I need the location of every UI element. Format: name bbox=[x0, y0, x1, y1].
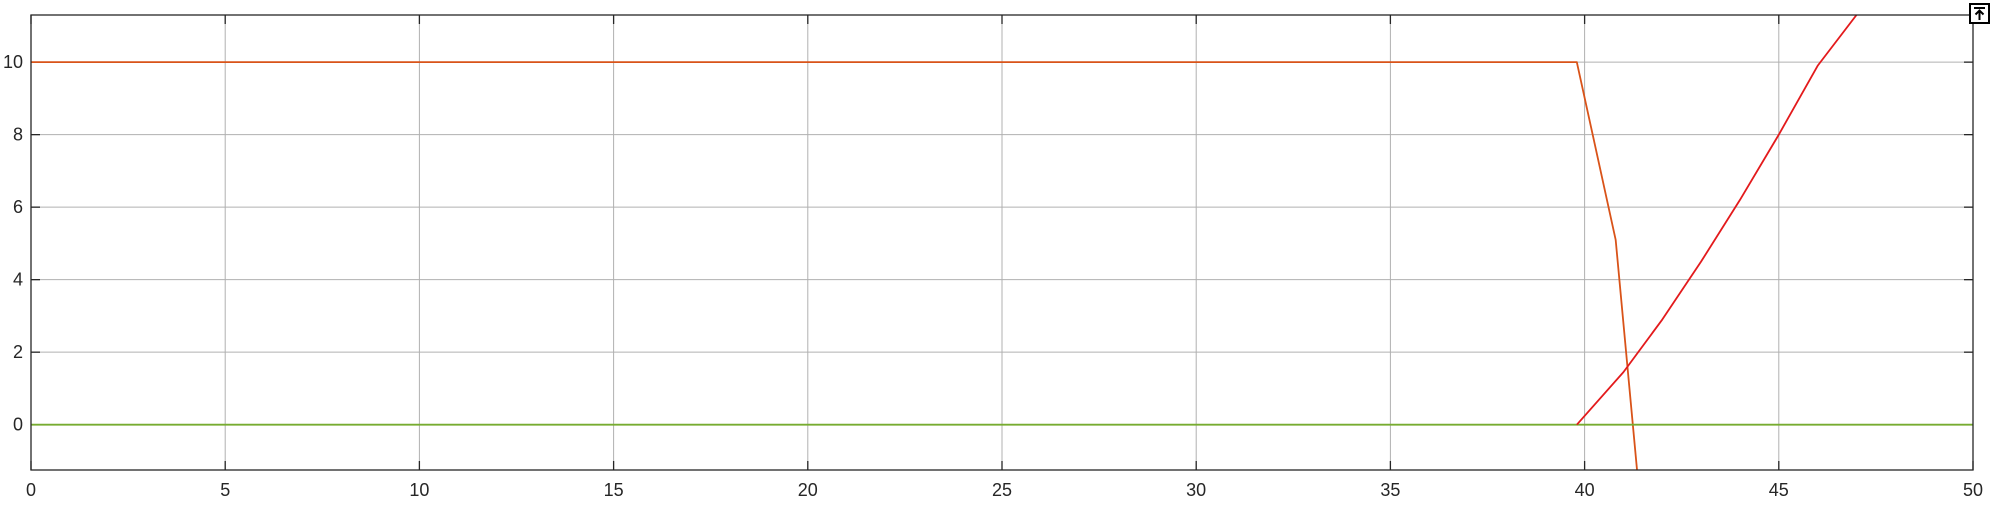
x-tick-label: 10 bbox=[409, 480, 429, 500]
y-tick-label: 0 bbox=[13, 415, 23, 435]
y-tick-label: 4 bbox=[13, 270, 23, 290]
plot-area-frame bbox=[30, 14, 1974, 471]
export-button[interactable] bbox=[1969, 3, 1990, 24]
x-tick-label: 5 bbox=[220, 480, 230, 500]
x-tick-label: 20 bbox=[798, 480, 818, 500]
x-tick-label: 35 bbox=[1380, 480, 1400, 500]
y-tick-label: 10 bbox=[3, 52, 23, 72]
y-tick-label: 2 bbox=[13, 342, 23, 362]
x-tick-label: 30 bbox=[1186, 480, 1206, 500]
series-lines bbox=[31, 15, 1973, 470]
y-tick-label: 6 bbox=[13, 197, 23, 217]
export-arrow-icon bbox=[1974, 7, 1985, 20]
x-tick-label: 15 bbox=[604, 480, 624, 500]
x-tick-label: 45 bbox=[1769, 480, 1789, 500]
x-tick-labels: 0 5 10 15 20 25 30 35 40 45 50 bbox=[26, 480, 1983, 500]
x-tick-label: 25 bbox=[992, 480, 1012, 500]
x-tick-label: 0 bbox=[26, 480, 36, 500]
series-line-3 bbox=[1576, 15, 1858, 426]
y-tick-labels: 0 2 4 6 8 10 bbox=[3, 52, 23, 435]
y-tick-label: 8 bbox=[13, 125, 23, 145]
x-tick-label: 40 bbox=[1575, 480, 1595, 500]
series-line-1 bbox=[31, 61, 1638, 470]
x-tick-label: 50 bbox=[1963, 480, 1983, 500]
grid-lines bbox=[31, 15, 1973, 470]
